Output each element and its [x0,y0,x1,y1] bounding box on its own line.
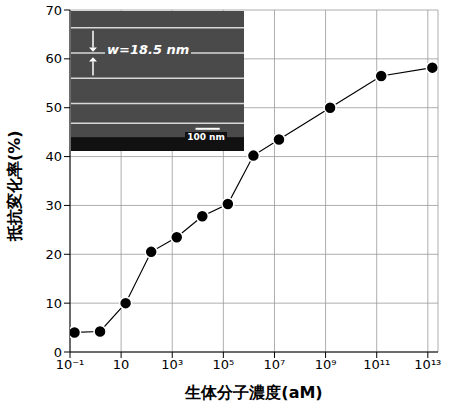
svg-text:50: 50 [45,100,62,115]
svg-text:10⁹: 10⁹ [315,357,337,372]
svg-text:10: 10 [45,296,62,311]
svg-text:10: 10 [113,357,130,372]
svg-text:10³: 10³ [161,357,183,372]
svg-text:10⁷: 10⁷ [264,357,286,372]
svg-text:10¹³: 10¹³ [414,357,441,372]
svg-text:0: 0 [54,345,62,360]
svg-text:10⁵: 10⁵ [212,357,234,372]
svg-text:60: 60 [45,51,62,66]
svg-text:70: 70 [45,3,62,18]
svg-text:40: 40 [45,149,62,164]
svg-text:20: 20 [45,247,62,262]
svg-text:10¹¹: 10¹¹ [363,357,390,372]
svg-text:30: 30 [45,198,62,213]
svg-text:10⁻¹: 10⁻¹ [55,357,85,373]
svg-text:抵抗変化率(%): 抵抗変化率(%) [5,130,24,242]
html-text:w=18.5 nm: w=18.5 nm [107,41,190,57]
svg-text:生体分子濃度(aM): 生体分子濃度(aM) [184,383,322,402]
html-text:100 nm: 100 nm [187,131,225,142]
